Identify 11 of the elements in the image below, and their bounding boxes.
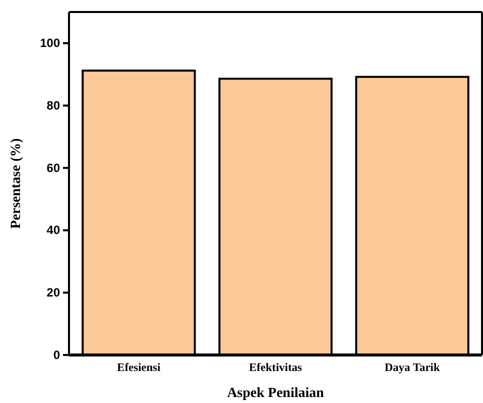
- x-tick-label: Efektivitas: [248, 362, 303, 374]
- y-axis-title: Persentase (%): [9, 138, 24, 229]
- x-axis-title: Aspek Penilaian: [227, 386, 324, 401]
- y-tick-label: 80: [46, 98, 60, 112]
- y-tick-label: 0: [53, 348, 60, 362]
- y-tick-label: 100: [40, 36, 60, 50]
- y-tick-label: 60: [46, 160, 60, 175]
- y-tick-label: 40: [46, 223, 60, 238]
- x-tick-label: Efesiensi: [117, 362, 162, 374]
- y-tick-label: 20: [46, 285, 60, 300]
- x-tick-label: Daya Tarik: [384, 362, 440, 374]
